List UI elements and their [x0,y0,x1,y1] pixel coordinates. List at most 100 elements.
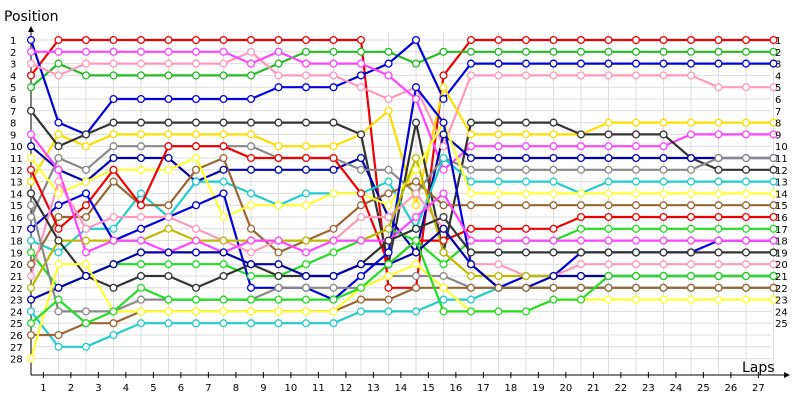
data-point [686,295,696,304]
data-point [301,236,311,245]
data-point [136,319,146,328]
data-point [576,189,586,198]
data-point [576,130,586,139]
data-point [246,260,256,269]
data-point [714,177,723,186]
x-tick-label: 3 [95,383,101,394]
data-point [109,330,118,340]
data-point [329,71,338,80]
data-point [494,236,503,245]
data-point [81,224,91,233]
data-point [26,354,36,363]
data-point [631,248,641,257]
data-point [54,260,63,269]
data-point [356,201,366,210]
right-tick-label: 22 [775,284,788,295]
data-point [466,260,476,269]
data-point [714,212,723,222]
data-point [659,118,668,127]
data-point [329,307,338,316]
data-point [769,189,778,198]
data-point [356,35,366,45]
data-point [686,71,696,80]
data-point [411,248,421,257]
data-point [714,83,723,92]
data-point [494,130,503,139]
data-point [576,295,586,304]
data-point [521,130,531,139]
data-point [329,153,338,163]
data-point [191,283,201,292]
data-point [301,59,311,68]
data-point [659,177,668,186]
data-point [274,236,283,245]
y-tick-label: 8 [10,119,16,130]
data-point [329,47,338,56]
data-point [604,153,613,163]
data-point [411,118,421,127]
right-tick-label: 6 [775,95,781,106]
data-point [329,165,338,174]
data-point [439,142,448,151]
y-tick-label: 17 [10,225,23,236]
data-point [81,307,91,316]
data-point [466,295,476,304]
data-point [714,248,723,257]
data-point [549,35,558,45]
data-point [81,130,91,139]
data-point [769,35,778,45]
data-point [26,224,36,233]
data-point [494,118,503,127]
data-point [54,142,63,151]
data-point [769,165,778,174]
data-point [659,165,668,174]
data-point [274,142,283,151]
data-point [549,283,558,292]
data-point [54,118,63,127]
data-point [384,295,393,304]
data-point [769,248,778,257]
data-point [466,165,476,174]
x-tick-label: 7 [205,383,211,394]
data-point [769,130,778,139]
data-point [329,271,338,281]
data-point [246,130,256,139]
data-point [631,142,641,151]
data-point [164,118,173,127]
series-layer [26,35,778,363]
data-point [246,47,256,56]
data-point [659,71,668,80]
data-point [604,177,613,186]
data-point [109,319,118,328]
data-point [714,165,723,174]
data-point [219,35,228,45]
x-tick-label: 25 [697,383,710,394]
data-point [219,295,228,304]
x-tick-label: 22 [615,383,628,394]
data-point [191,319,201,328]
y-tick-label: 21 [10,272,23,283]
data-point [411,201,421,210]
data-point [576,260,586,269]
data-point [26,165,36,174]
series-line-17 [30,156,774,289]
data-point [246,59,256,68]
data-point [631,189,641,198]
data-point [769,271,778,281]
data-point [466,35,476,45]
data-point [631,201,641,210]
data-point [604,35,613,45]
series-line-3 [29,38,774,136]
data-point [164,153,173,163]
data-point [741,248,751,257]
data-point [769,224,778,233]
data-point [714,47,723,56]
x-tick-label: 12 [340,383,353,394]
data-point [521,118,531,127]
right-tick-label: 8 [775,119,781,130]
data-point [26,283,36,292]
data-point [81,212,91,222]
x-tick-label: 14 [395,383,408,394]
data-point [521,153,531,163]
